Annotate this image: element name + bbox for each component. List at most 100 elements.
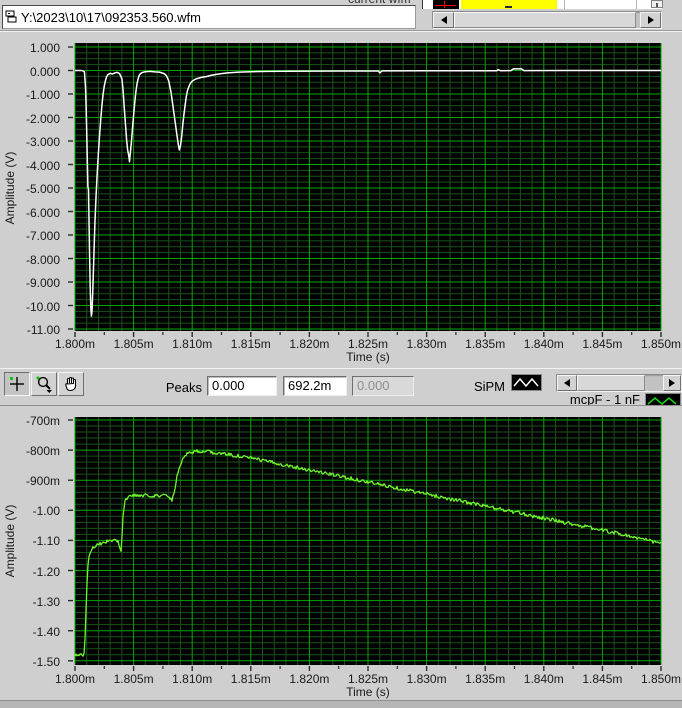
top-graph-panel: Amplitude (V) Time (s) 1.000 0.000 -1.000-…	[0, 33, 682, 368]
graph-toolbar-panel: Peaks 0.000 692.2m 0.000 SiPM	[0, 368, 682, 406]
x-tick-label: 1.840m	[523, 337, 564, 351]
x-tick-label: 1.825m	[347, 672, 389, 686]
x-tick-label: 1.810m	[172, 672, 213, 686]
left-arrow-icon	[564, 379, 570, 387]
sipm-trace-icon	[513, 377, 539, 388]
x-tick-label: 1.830m	[406, 337, 447, 351]
path-type-icon[interactable]	[5, 9, 18, 25]
y-tick-label: -9.000	[25, 276, 60, 290]
scroll-right-button[interactable]	[640, 12, 661, 28]
hand-icon	[65, 376, 77, 392]
red-trace-spike-icon	[444, 1, 445, 8]
right-arrow-icon	[647, 16, 654, 24]
path-text: Y:\2023\10\17\092353.560.wfm	[21, 9, 201, 25]
y-tick-label: -800m	[25, 444, 60, 459]
selected-legend-cell[interactable]	[461, 0, 557, 9]
y-tick-label: 1.000	[29, 41, 60, 55]
cursor-tool-button[interactable]	[4, 372, 30, 396]
x-tick-label: 1.800m	[54, 672, 96, 686]
pan-tool-button[interactable]	[58, 372, 84, 396]
file-path-control[interactable]: Y:\2023\10\17\092353.560.wfm	[2, 5, 416, 29]
y-tick-label: -8.000	[25, 252, 60, 267]
scroll-left-button[interactable]	[433, 12, 454, 28]
x-tick-label: 1.845m	[582, 337, 623, 351]
x-tick-label: 1.815m	[230, 672, 271, 686]
right-arrow-icon	[669, 379, 675, 387]
y-tick-label: 0.000	[29, 64, 60, 79]
peak-value-field-2[interactable]: 692.2m	[283, 376, 347, 396]
top-waveform-graph[interactable]	[65, 38, 669, 340]
y-tick-label: -1.00	[32, 504, 60, 519]
y-tick-label: -700m	[25, 414, 60, 428]
mini-scrollbar-top[interactable]	[651, 0, 663, 8]
x-tick-label: 1.850m	[640, 337, 682, 351]
crosshair-icon	[9, 376, 24, 391]
plot-legend-strip	[422, 0, 663, 9]
x-tick-label: 1.845m	[582, 672, 623, 686]
y-tick-label: -1.50	[32, 654, 60, 669]
x-tick-label: 1.830m	[406, 672, 447, 686]
top-x-axis-title: Time (s)	[346, 350, 390, 364]
magnifier-icon	[36, 376, 52, 393]
peak-value-field-1[interactable]: 0.000	[207, 376, 277, 396]
peak-value-3: 0.000	[357, 378, 390, 393]
bottom-graph-panel: Amplitude (V) Time (s) -700m -800m -900m -1…	[0, 406, 682, 700]
scrollbar-track[interactable]	[454, 12, 640, 28]
zoom-tool-button[interactable]	[31, 372, 57, 396]
plot-color-swatch[interactable]	[433, 0, 459, 9]
trace-mcpf-1-nf	[74, 449, 662, 657]
x-tick-label: 1.800m	[54, 337, 96, 351]
x-tick-label: 1.805m	[113, 672, 154, 686]
mcp-trace-icon	[647, 397, 677, 405]
y-tick-label: -1.30	[32, 594, 60, 609]
mini-scroll-glyph-icon	[656, 3, 658, 7]
bottom-strip	[0, 700, 682, 708]
cell-divider	[636, 0, 637, 9]
cell-divider	[564, 0, 565, 9]
trace-sipm	[75, 68, 661, 317]
y-tick-label: -1.20	[32, 564, 60, 579]
y-tick-label: -7.000	[25, 229, 60, 243]
sipm-legend-swatch[interactable]	[511, 374, 542, 391]
peak-value-1: 0.000	[212, 378, 245, 393]
y-tick-label: -3.000	[25, 135, 60, 149]
x-tick-label: 1.840m	[523, 672, 564, 686]
y-tick-label: -11.00	[26, 323, 60, 337]
peak-value-2: 692.2m	[288, 378, 332, 393]
x-tick-label: 1.835m	[465, 672, 506, 686]
graph-palette	[4, 372, 84, 396]
clipped-current-wfm-label: current wfm	[348, 0, 434, 7]
peaks-label: Peaks	[165, 380, 202, 395]
y-tick-label: -1.40	[32, 624, 60, 639]
x-tick-label: 1.815m	[230, 337, 271, 351]
mcp-legend-label[interactable]: mcpF - 1 nF	[569, 392, 640, 406]
y-tick-label: -6.000	[25, 205, 60, 220]
clipped-glyph	[505, 6, 512, 8]
clipped-label-text: current wfm	[348, 0, 411, 6]
legend-scrollbar[interactable]	[556, 374, 682, 392]
x-tick-label: 1.835m	[465, 337, 506, 351]
y-tick-label: -10.00	[25, 299, 60, 314]
y-tick-label: -4.000	[25, 158, 60, 173]
legend-scrollbar-thumb[interactable]	[577, 375, 645, 391]
scrollbar-thumb[interactable]	[454, 12, 636, 28]
sipm-legend-label[interactable]: SiPM	[473, 379, 505, 394]
wfm-select-scrollbar[interactable]	[432, 11, 662, 29]
x-tick-label: 1.825m	[347, 337, 389, 351]
legend-scroll-left-button[interactable]	[557, 375, 577, 391]
x-tick-label: 1.820m	[289, 337, 330, 351]
bottom-waveform-graph[interactable]	[65, 412, 669, 676]
x-tick-label: 1.820m	[289, 672, 330, 686]
red-trace-icon	[435, 5, 456, 6]
legend-scroll-right-button[interactable]	[663, 375, 681, 391]
x-tick-label: 1.805m	[113, 337, 154, 351]
x-tick-label: 1.850m	[640, 672, 682, 686]
groove-divider	[0, 30, 682, 32]
mcp-legend-swatch[interactable]	[645, 393, 681, 405]
bottom-x-axis-title: Time (s)	[346, 685, 390, 699]
legend-scrollbar-track[interactable]	[577, 375, 663, 391]
y-tick-label: -5.000	[25, 182, 60, 196]
y-tick-label: -1.10	[32, 534, 60, 549]
x-tick-label: 1.810m	[172, 337, 213, 351]
